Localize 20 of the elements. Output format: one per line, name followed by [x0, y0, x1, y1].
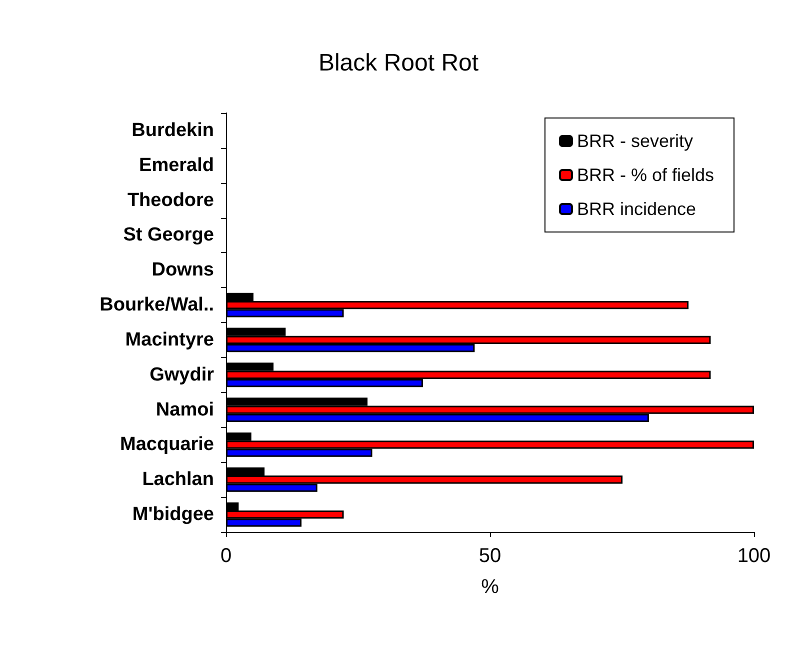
y-tick-label: Theodore	[127, 190, 214, 211]
y-tick-label: Gwydir	[150, 364, 215, 386]
legend-label: BRR - severity	[576, 131, 693, 151]
y-tick-label: Macquarie	[120, 434, 214, 456]
chart-title: Black Root Rot	[318, 50, 479, 76]
y-tick-label: Downs	[152, 260, 214, 281]
y-tick-label: Lachlan	[142, 469, 214, 490]
x-tick-label: 50	[478, 545, 502, 567]
y-tick-label: Burdekin	[132, 120, 214, 141]
y-tick-label: Namoi	[156, 399, 214, 420]
x-tick-label: 0	[220, 545, 232, 567]
y-tick-label: M'bidgee	[132, 504, 214, 526]
y-tick-label: St George	[123, 224, 214, 246]
x-tick-label: 100	[737, 545, 771, 567]
y-tick-label: Bourke/Wal..	[100, 294, 214, 316]
legend-label: BRR - % of fields	[576, 165, 714, 185]
y-tick-label: Emerald	[139, 154, 214, 176]
x-axis-title: %	[481, 576, 500, 598]
y-tick-label: Macintyre	[125, 329, 214, 350]
legend-label: BRR incidence	[576, 199, 696, 219]
